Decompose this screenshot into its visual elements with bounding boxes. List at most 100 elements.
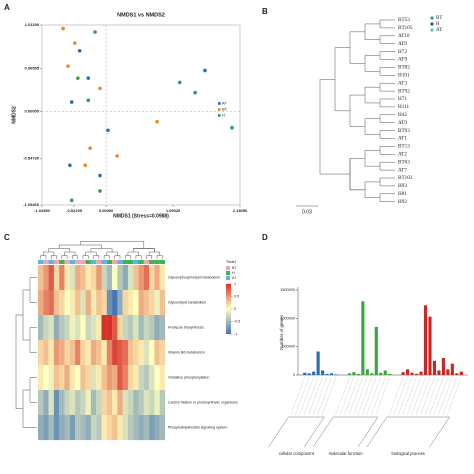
- point: [83, 163, 88, 168]
- heat-cell: [106, 415, 113, 441]
- heat-cell: [138, 390, 144, 416]
- heat-cell: [149, 365, 155, 391]
- heat-cell: [38, 415, 44, 441]
- annotation-cell: [85, 260, 91, 264]
- heat-cell: [90, 340, 97, 366]
- category-leader: [339, 376, 355, 416]
- legend-label: AT: [232, 276, 237, 280]
- scale-label: 0.03: [302, 209, 312, 215]
- y-tick-label: 0.50595: [25, 65, 40, 70]
- leaf-label: BT53: [398, 17, 410, 23]
- heat-cell: [64, 365, 70, 391]
- heat-cell: [112, 365, 118, 391]
- annotation-cell: [133, 260, 139, 264]
- heat-cell: [138, 315, 144, 341]
- heat-cell: [80, 315, 86, 341]
- y-tick-label: 0.00000: [25, 109, 40, 114]
- group-label: biological process: [392, 451, 425, 456]
- heat-cell: [143, 390, 150, 416]
- heat-cell: [53, 390, 60, 416]
- heat-cell: [106, 365, 113, 391]
- heat-cell: [154, 365, 160, 391]
- leaf-label: H72: [398, 49, 407, 55]
- heat-cell: [59, 340, 65, 366]
- y-tick-label: 500000: [282, 345, 295, 349]
- leaf-label: BT105: [398, 25, 413, 31]
- bar: [459, 371, 463, 375]
- annotation-cell: [122, 260, 128, 264]
- heat-cell: [80, 390, 86, 416]
- category-leader: [362, 376, 377, 416]
- bar: [446, 369, 450, 375]
- heat-cell: [90, 265, 97, 291]
- heat-cell: [85, 390, 92, 416]
- heat-cell: [133, 365, 139, 391]
- heat-cell: [38, 315, 44, 341]
- legend-dot: [430, 28, 434, 32]
- heat-cell: [122, 290, 129, 316]
- heat-cell: [96, 315, 102, 341]
- y-tick-label: 0: [293, 373, 295, 377]
- heat-cell: [154, 290, 160, 316]
- bar: [365, 369, 369, 375]
- leaf-label: H101: [398, 72, 410, 78]
- colorbar-label: 0.5: [234, 294, 239, 298]
- plot-frame: [41, 24, 241, 206]
- heat-cell: [117, 290, 123, 316]
- leaf-label: H81: [398, 191, 407, 197]
- leaf-label: H93: [398, 183, 407, 189]
- heat-cell: [90, 315, 97, 341]
- annotation-cell: [127, 260, 134, 264]
- heat-cell: [122, 365, 129, 391]
- category-leader: [371, 376, 386, 416]
- category-leader: [397, 376, 413, 416]
- heat-cell: [143, 265, 150, 291]
- leaf-label: AT10: [398, 33, 410, 39]
- heat-cell: [133, 340, 139, 366]
- group-bracket: [313, 416, 379, 448]
- heat-cell: [127, 390, 134, 416]
- colorbar-label: -1: [234, 332, 237, 336]
- annotation-cell: [80, 260, 86, 264]
- row-label: N-Glycan biosynthesis: [168, 325, 204, 329]
- heat-cell: [38, 290, 44, 316]
- annotation-cell: [154, 260, 160, 264]
- category-leader: [388, 376, 404, 416]
- point: [98, 189, 102, 193]
- annotation-cell: [64, 260, 70, 264]
- heat-cell: [75, 340, 81, 366]
- heat-cell: [127, 340, 134, 366]
- heat-cell: [85, 315, 92, 341]
- x-tick-label: -0.52195: [66, 208, 83, 213]
- heat-cell: [106, 265, 113, 291]
- heat-cell: [43, 415, 49, 441]
- category-leader: [303, 376, 319, 416]
- leaf-label: BT63: [398, 159, 410, 165]
- heat-cell: [133, 390, 139, 416]
- category-leader: [295, 376, 310, 416]
- heat-cell: [117, 340, 123, 366]
- point: [72, 41, 77, 45]
- leaf-label: AT1: [398, 136, 407, 142]
- heat-cell: [75, 365, 81, 391]
- leaf-label: AT2: [398, 151, 407, 157]
- heat-cell: [64, 340, 70, 366]
- heat-cell: [154, 390, 160, 416]
- group-label: cellular component: [279, 451, 315, 456]
- category-leader: [442, 376, 457, 416]
- annotation-cell: [106, 260, 113, 264]
- heat-cell: [69, 390, 76, 416]
- category-leader: [353, 376, 368, 416]
- heat-cell: [69, 365, 76, 391]
- heat-cell: [59, 265, 65, 291]
- chart-title: NMDS1 vs NMDS2: [117, 12, 165, 18]
- panel-label: C: [4, 233, 10, 242]
- heat-cell: [38, 365, 44, 391]
- legend-label: BT: [436, 16, 442, 21]
- heat-cell: [133, 265, 139, 291]
- annotation-cell: [101, 260, 107, 264]
- heat-cell: [43, 315, 49, 341]
- category-leader: [438, 376, 453, 416]
- category-leader: [321, 376, 337, 416]
- group-label: molecular function: [329, 451, 364, 456]
